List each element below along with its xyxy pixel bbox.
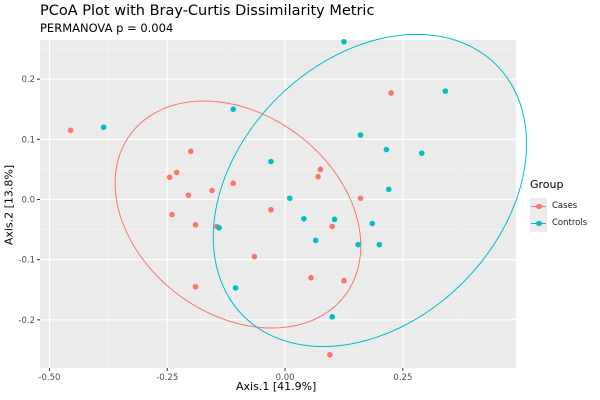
ellipse-controls <box>212 33 528 347</box>
point-cases <box>173 169 180 176</box>
x-tick-label: -0.50 <box>38 373 60 383</box>
point-controls <box>216 224 222 231</box>
point-controls <box>385 186 392 193</box>
legend-dot-controls <box>536 220 542 226</box>
legend-key-cases <box>530 197 547 215</box>
point-cases <box>308 274 314 281</box>
point-controls <box>369 220 376 227</box>
point-controls <box>301 215 307 222</box>
point-controls <box>341 39 347 45</box>
legend-label-controls: Controls <box>552 218 588 228</box>
point-controls <box>232 285 239 291</box>
x-axis-label: Axis.1 [41.9%] <box>236 380 317 393</box>
point-controls <box>230 106 237 113</box>
point-cases <box>169 211 175 218</box>
point-controls <box>331 216 338 223</box>
point-cases <box>230 180 237 187</box>
point-controls <box>383 146 390 153</box>
chart-title: PCoA Plot with Bray-Curtis Dissimilarity… <box>40 3 375 19</box>
legend-dot-cases <box>536 203 542 209</box>
point-cases <box>185 192 192 199</box>
point-cases <box>192 283 199 290</box>
point-cases <box>192 221 199 228</box>
legend-item-cases: Cases <box>530 197 577 215</box>
chart-subtitle: PERMANOVA p = 0.004 <box>40 21 174 35</box>
point-controls <box>286 195 293 202</box>
point-controls <box>329 314 335 320</box>
y-tick-label: -0.1 <box>18 256 35 266</box>
x-tick-label: 0.25 <box>393 373 412 383</box>
point-cases <box>315 173 321 180</box>
axes: -0.50 -0.25 0.00 0.25 -0.2 -0.1 0.0 0.1 0.2 <box>18 75 412 383</box>
point-controls <box>376 241 383 248</box>
point-cases <box>357 195 364 202</box>
point-cases <box>327 351 333 358</box>
point-controls <box>355 241 361 248</box>
point-controls <box>418 150 425 156</box>
x-tick-label: -0.25 <box>156 373 178 383</box>
point-cases <box>166 174 173 181</box>
point-controls <box>312 237 319 244</box>
points <box>67 39 449 358</box>
y-tick-label: 0.1 <box>21 135 35 145</box>
y-tick-label: -0.2 <box>18 316 35 326</box>
point-cases <box>388 90 394 96</box>
point-cases <box>188 148 194 155</box>
y-axis-label: Axis.2 [13.8%] <box>2 164 16 246</box>
x-tick-label: 0.00 <box>276 373 295 383</box>
y-tick-label: 0.2 <box>21 75 35 85</box>
point-cases <box>268 206 274 213</box>
legend-item-controls: Controls <box>530 214 587 232</box>
point-cases <box>251 253 258 260</box>
point-controls <box>268 158 274 165</box>
point-cases <box>317 166 324 173</box>
point-cases <box>329 223 335 230</box>
point-cases <box>67 127 74 134</box>
point-controls <box>357 132 364 138</box>
point-controls <box>100 124 107 131</box>
plot-panel <box>40 40 516 368</box>
ellipse-cases <box>114 100 362 329</box>
point-cases <box>209 187 215 194</box>
point-cases <box>341 277 347 284</box>
legend-title: Group <box>530 178 564 191</box>
y-tick-label: 0.0 <box>21 195 35 205</box>
point-controls <box>442 88 449 94</box>
grid-lines <box>40 40 516 368</box>
ellipses <box>114 33 528 347</box>
legend-label-cases: Cases <box>552 201 578 211</box>
legend-key-controls <box>530 214 547 232</box>
